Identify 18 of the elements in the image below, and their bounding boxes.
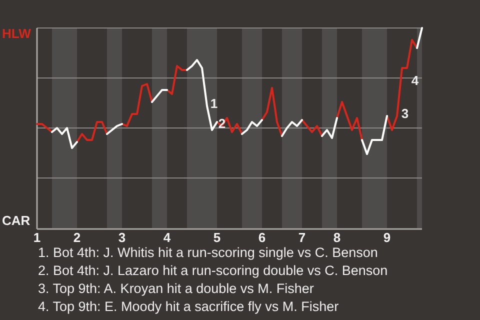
x-tick-label: 3 — [118, 230, 126, 245]
x-tick-label: 1 — [33, 230, 41, 245]
text: 2. Bot 4th: J. Lazaro hit a run-scoring double vs C. Benson — [38, 263, 388, 278]
x-tick-label: 8 — [333, 230, 341, 245]
annotation: 3 — [401, 106, 409, 121]
x-tick-label: 6 — [258, 230, 266, 245]
annotation: 4 — [411, 73, 420, 88]
x-tick-label: 7 — [298, 230, 306, 245]
x-tick-label: 5 — [213, 230, 221, 245]
text: HLW — [2, 26, 32, 41]
text: 4. Top 9th: E. Moody hit a sacrifice fly vs M. Fisher — [38, 299, 340, 314]
text: 1. Bot 4th: J. Whitis hit a run-scoring single vs C. Benson — [38, 245, 378, 260]
text: 3. Top 9th: A. Kroyan hit a double vs M. Fisher — [38, 281, 314, 296]
text: CAR — [2, 213, 31, 228]
annotation: 1 — [210, 96, 218, 111]
x-tick-label: 4 — [163, 230, 172, 245]
x-tick-label: 9 — [383, 230, 391, 245]
x-tick-label: 2 — [73, 230, 81, 245]
